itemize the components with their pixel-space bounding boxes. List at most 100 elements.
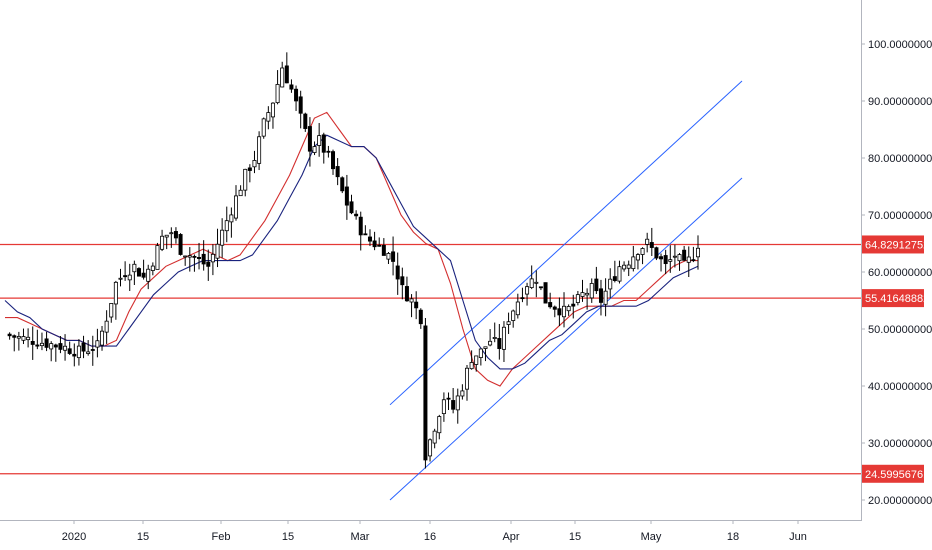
candle-body [95,340,100,348]
candle-body [649,242,654,248]
candle-body [261,118,266,137]
candle-body [608,278,613,290]
candle-body [552,306,557,310]
candle-body [307,126,312,152]
candle-body [460,390,465,397]
candle-body [127,274,132,281]
candle-body [469,362,474,370]
candle-body [492,337,497,339]
candle-body [571,303,576,307]
y-tick-label: 100.00000000 [868,39,932,51]
candle-body [428,439,433,457]
candle-body [612,276,617,281]
candle-body [206,261,211,267]
candle-body [691,259,696,262]
candle-body [626,264,631,269]
candle-body [598,288,603,303]
price-level-badge [862,235,924,254]
candle-body [238,189,243,197]
candle-body [682,249,687,261]
candle-body [39,342,44,347]
candle-body [104,320,109,333]
candle-body [672,255,677,258]
candle-body [562,305,567,318]
candle-body [146,268,151,282]
y-tick-label: 20.00000000 [868,495,932,507]
y-tick-label: 60.00000000 [868,267,932,279]
channel-line [389,80,743,406]
candle-body [585,292,590,296]
price-level-badge-label: 64.82912752 [865,239,929,251]
y-tick-label: 40.00000000 [868,381,932,393]
candle-body [187,255,192,258]
candle-body [183,255,188,258]
candle-body [622,264,627,270]
candle-body [543,282,548,304]
candle-body [344,186,349,206]
x-tick-label: 15 [282,531,294,543]
candles [7,52,701,469]
candle-body [335,166,340,178]
candle-body [16,336,21,339]
candle-body [63,345,68,351]
candle-body [409,298,414,303]
candle-body [538,286,543,289]
candle-body [72,353,77,357]
candle-body [169,232,174,235]
candle-body [303,113,308,129]
x-tick-label: Apr [502,531,519,543]
candle-body [164,234,169,238]
x-tick-label: Mar [351,531,370,543]
candle-body [100,330,105,346]
candle-body [423,325,428,461]
candle-body [53,344,58,348]
candle-body [21,336,26,341]
candle-body [257,136,262,164]
candle-body [141,272,146,278]
candle-body [418,309,423,325]
moving-average-line [4,134,699,370]
candle-body [631,256,636,270]
candle-body [90,349,95,351]
candle-body [381,244,386,256]
candle-body [67,348,72,354]
candle-body [178,234,183,255]
candle-body [515,301,520,316]
candle-body [30,340,35,345]
candle-body [150,265,155,271]
candle-body [136,268,141,277]
candle-body [686,256,691,263]
candle-body [349,201,354,214]
channel-lines [389,80,743,501]
candle-body [525,286,530,295]
candle-body [575,294,580,303]
candle-body [437,416,442,434]
moving-average-line [5,111,698,387]
horizontal-levels [0,243,861,475]
x-tick-label: Feb [212,531,231,543]
candle-body [109,303,114,318]
candle-body [280,67,285,88]
candle-body [7,333,12,337]
candle-body [215,243,220,259]
candle-body [35,344,40,347]
price-level-badge [862,464,924,483]
candle-body [284,65,289,84]
candle-body [432,430,437,444]
candle-body [86,351,91,354]
price-level-badge [862,289,924,308]
candle-body [464,367,469,390]
candle-body [49,343,54,350]
price-axis: 20.00000000 30.00000000 40.00000000 50.0000… [861,39,932,507]
candle-body [603,290,608,305]
candle-body [317,135,322,146]
candle-body [696,247,701,258]
price-level-badges: 64.82912752 55.41648882 24.59956761 [862,235,929,483]
candle-body [377,244,382,247]
candle-body [81,342,86,352]
candle-body [270,102,275,118]
candle-body [594,278,599,292]
candle-body [645,238,650,245]
